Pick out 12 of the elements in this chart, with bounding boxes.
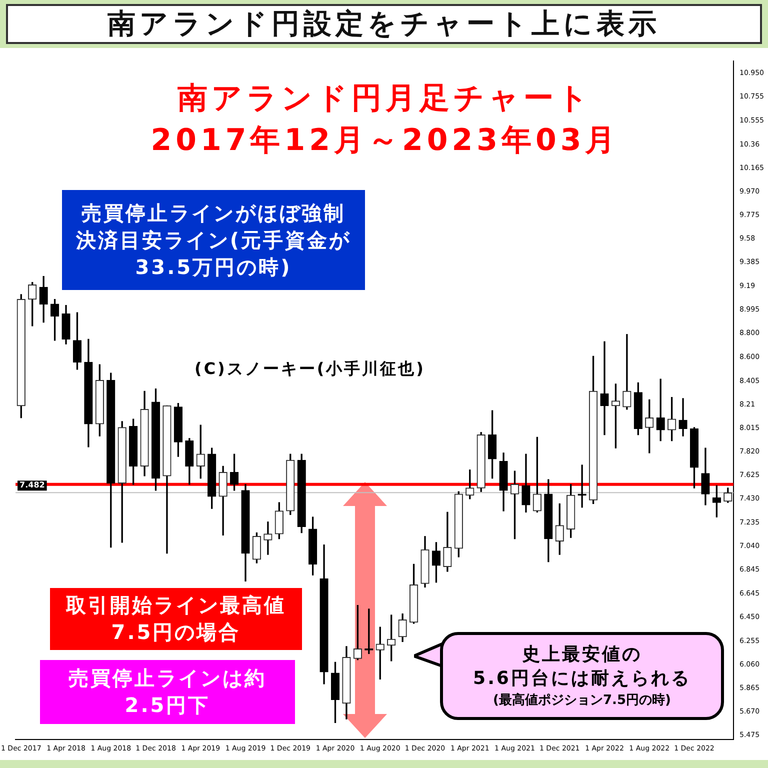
candlestick (678, 398, 688, 436)
annotation: 史上最安値の 5.6円台には耐えられる (最高値ポジション7.5円の時) (473, 642, 691, 710)
annotation: 取引開始ライン最高値7.5円の場合 (64, 592, 287, 646)
ref-line-label: 7.482 (20, 480, 45, 490)
annotation: (C)スノーキー(小手川征也) (194, 358, 426, 380)
annotation: 売買停止ラインがほぼ強制決済目安ライン(元手資金が33.5万円の時) (74, 200, 352, 280)
text: 南アランド円月足チャート 2017年12月～2023年03月 (150, 80, 620, 160)
candlestick (264, 522, 272, 555)
candlestick (622, 334, 632, 410)
chart-title: 南アランド円設定をチャート上に表示 (6, 4, 762, 44)
annotation: 売買停止ラインは約2.5円下 (68, 665, 268, 719)
candlestick (600, 341, 609, 436)
